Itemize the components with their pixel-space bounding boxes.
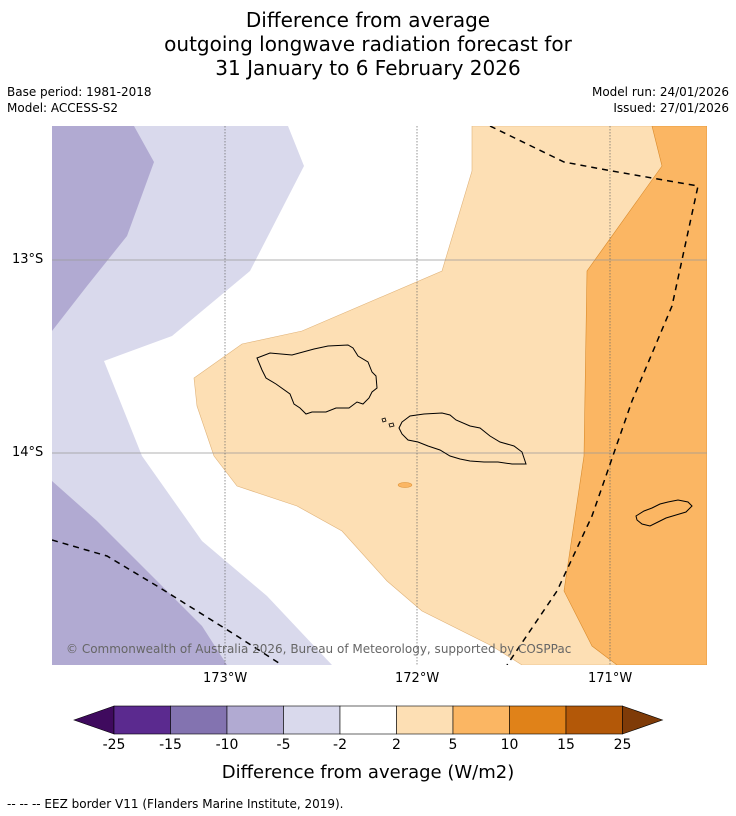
lat-label-14s: 14°S [12,445,44,460]
colorbar-segment-4 [339,705,397,735]
colorbar-tick-label: 2 [392,737,401,753]
colorbar-title: Difference from average (W/m2) [221,762,515,783]
colorbar-segment-8 [565,705,623,735]
colorbar-tick-label: 25 [613,737,632,753]
colorbar-over-extension [622,705,664,735]
colorbar-tick-label: -5 [276,737,291,753]
anomaly-region-minus5-to-minus2 [52,126,332,665]
anomaly-region-5-to-10 [563,126,707,665]
colorbar-segment-7 [509,705,567,735]
colorbar-tick-label: 10 [500,737,519,753]
colorbar-tick-label: 5 [448,737,458,753]
eez-border-north-east [489,126,699,665]
colorbar-tick-label: -15 [159,737,182,753]
model-name: Model: ACCESS-S2 [7,101,119,115]
title-line-2: outgoing longwave radiation forecast for [164,32,572,56]
colorbar-tick-label: -2 [333,737,347,753]
colorbar-tick-label: -25 [102,737,126,753]
eez-border-south-west [52,539,283,665]
colorbar-segment-0 [113,705,171,735]
footer-eez-note: -- -- -- EEZ border V11 (Flanders Marine… [7,797,344,811]
map-panel: © Commonwealth of Australia 2026, Bureau… [52,126,707,665]
model-run: Model run: 24/01/2026 [591,85,729,99]
lon-label-172w: 172°W [395,671,440,686]
colorbar-segment-6 [452,705,510,735]
copyright-text: © Commonwealth of Australia 2026, Bureau… [66,642,571,656]
colorbar-tick-label: 15 [557,737,575,753]
colorbar-segment-3 [283,705,341,735]
anomaly-region-minus10-to-minus5-north [52,126,154,331]
title-line-1: Difference from average [245,8,491,32]
island-tutuila [635,499,693,527]
colorbar-segment-1 [170,705,228,735]
island-manono [388,422,395,428]
colorbar-under-extension [73,705,115,735]
lon-label-171w: 171°W [588,671,633,686]
island-upolu [398,412,527,465]
colorbar [73,705,664,735]
colorbar-segment-2 [226,705,284,735]
issued-date: Issued: 27/01/2026 [613,101,729,115]
anomaly-patch-small [397,482,413,488]
base-period: Base period: 1981-2018 [7,85,152,99]
island-apolima [381,417,387,423]
colorbar-tick-label: -10 [215,737,239,753]
colorbar-segment-5 [396,705,454,735]
lat-label-13s: 13°S [12,252,44,267]
anomaly-region-minus10-to-minus5-south [52,481,227,665]
title-line-3: 31 January to 6 February 2026 [215,56,521,80]
island-savaii [256,344,378,415]
lon-label-173w: 173°W [203,671,248,686]
